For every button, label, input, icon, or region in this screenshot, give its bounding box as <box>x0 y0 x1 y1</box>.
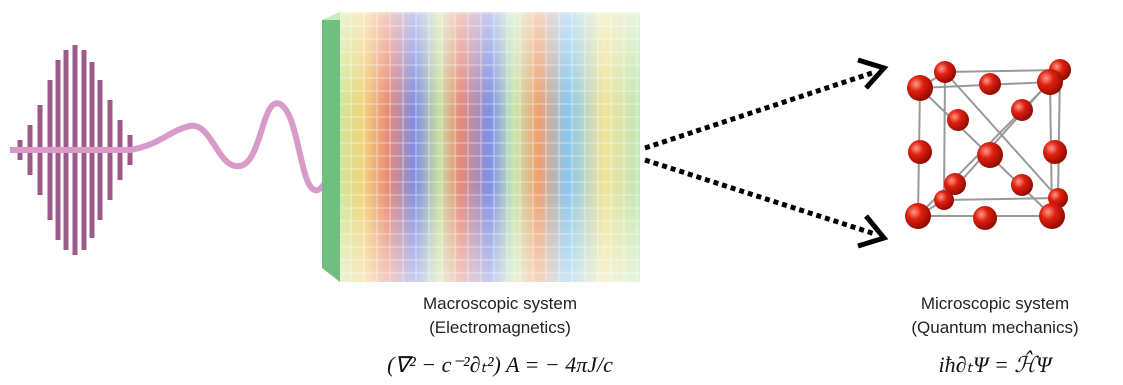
crystal-atoms <box>905 59 1071 230</box>
arrowhead-down <box>857 214 889 249</box>
right-equation: iħ∂ₜΨ = ℋ̂Ψ <box>939 350 1055 377</box>
block-grid <box>340 12 640 282</box>
arrowhead-up <box>857 57 889 90</box>
block-side <box>322 12 340 282</box>
wave-ribbon <box>10 100 338 194</box>
right-title: Microscopic system <box>921 294 1069 313</box>
left-title: Macroscopic system <box>423 294 577 313</box>
left-equation: (∇² − c⁻²∂ₜ²) A = − 4πJ/c <box>387 352 613 377</box>
right-subtitle: (Quantum mechanics) <box>911 318 1078 337</box>
arrow-down <box>644 157 876 237</box>
left-subtitle: (Electromagnetics) <box>429 318 571 337</box>
arrow-up <box>644 69 876 151</box>
